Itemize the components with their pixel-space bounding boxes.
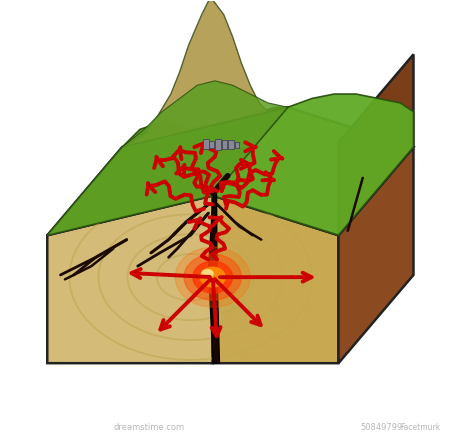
Bar [203, 139, 209, 149]
Text: dreamstime.com: dreamstime.com [113, 423, 184, 432]
Bar [228, 140, 234, 149]
Polygon shape [213, 94, 413, 235]
Polygon shape [47, 107, 288, 235]
Ellipse shape [193, 261, 233, 293]
Polygon shape [47, 195, 213, 363]
Polygon shape [213, 195, 338, 363]
Polygon shape [122, 0, 288, 147]
Polygon shape [213, 107, 413, 235]
Ellipse shape [175, 247, 250, 307]
Bar [215, 139, 221, 150]
Polygon shape [47, 81, 288, 235]
Ellipse shape [201, 267, 225, 287]
Polygon shape [47, 107, 288, 235]
Text: Facetmurk: Facetmurk [400, 423, 440, 432]
Bar [235, 142, 238, 148]
Ellipse shape [202, 270, 213, 278]
Text: 50849799: 50849799 [361, 423, 403, 432]
Bar [210, 141, 214, 148]
Polygon shape [338, 147, 413, 363]
Bar [222, 140, 227, 149]
Ellipse shape [184, 254, 241, 300]
Polygon shape [209, 193, 219, 363]
Polygon shape [338, 54, 413, 235]
